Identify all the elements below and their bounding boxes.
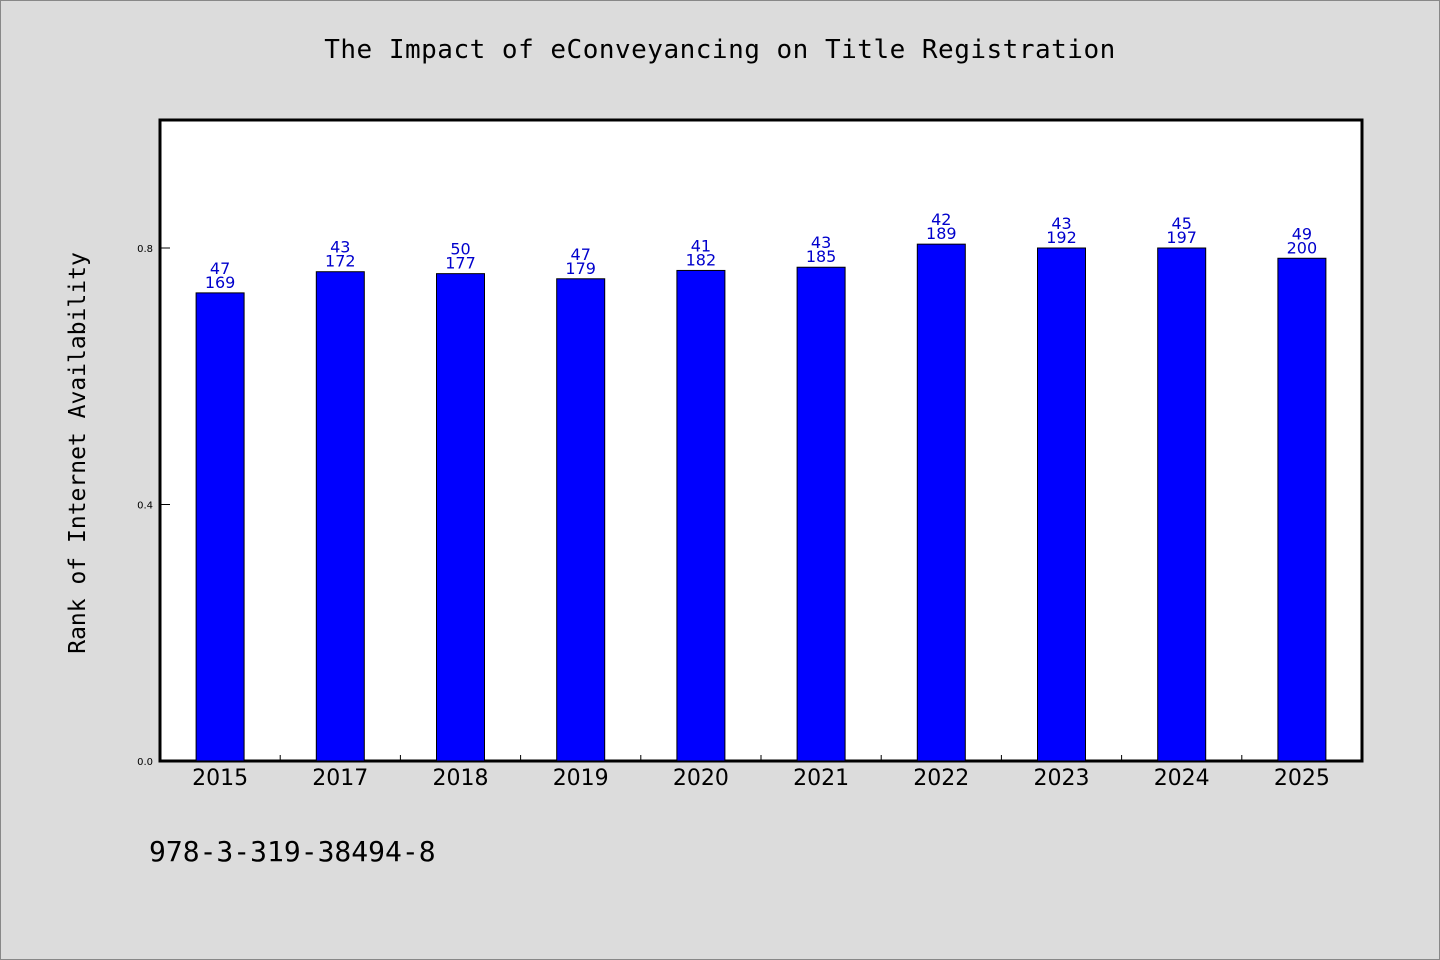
bar-2020 <box>676 269 726 762</box>
bar-label-top-2018: 50 <box>450 240 470 259</box>
bar-2022 <box>916 243 966 762</box>
y-axis-ticks: 0.0 0.4 0.8 <box>137 244 170 768</box>
bar-label-top-2015: 47 <box>210 259 230 278</box>
bar-label-top-2021: 43 <box>811 233 831 252</box>
bar-label-top-2020: 41 <box>691 236 711 255</box>
bar-2023 <box>1037 247 1086 762</box>
bar-label-bottom-2017: 172 <box>325 252 356 271</box>
bar-2015 <box>195 292 245 762</box>
bar-2025 <box>1277 257 1327 762</box>
x-tick-label-2021: 2021 <box>793 766 849 791</box>
x-tick-label-2018: 2018 <box>433 766 489 791</box>
bar-label-top-2025: 49 <box>1292 224 1312 243</box>
x-tick-label-2024: 2024 <box>1154 766 1210 791</box>
bar-label-bottom-2024: 197 <box>1166 228 1197 247</box>
bar-label-bottom-2022: 189 <box>926 224 957 243</box>
bar-label-bottom-2020: 182 <box>686 250 717 269</box>
x-tick-label-2023: 2023 <box>1034 766 1090 791</box>
bar-label-bottom-2019: 179 <box>565 259 596 278</box>
x-tick-label-2022: 2022 <box>913 766 969 791</box>
chart-title: The Impact of eConveyancing on Title Reg… <box>324 35 1116 65</box>
y-tick-label-0.8: 0.8 <box>137 244 153 255</box>
bar-label-top-2023: 43 <box>1051 214 1071 233</box>
x-tick-label-2015: 2015 <box>192 766 248 791</box>
bar-label-bottom-2025: 200 <box>1287 238 1318 257</box>
bar-label-bottom-2023: 192 <box>1046 228 1077 247</box>
bar-2017 <box>315 271 365 762</box>
bar-2018 <box>436 273 485 762</box>
bar-label-top-2024: 45 <box>1172 214 1192 233</box>
bar-label-top-2017: 43 <box>330 238 350 257</box>
bar-label-top-2022: 42 <box>931 210 951 229</box>
y-tick-label-0.4: 0.4 <box>137 501 153 512</box>
x-tick-label-2020: 2020 <box>673 766 729 791</box>
bar-label-top-2019: 47 <box>571 245 591 264</box>
bar-label-bottom-2021: 185 <box>806 247 837 266</box>
bar-label-bottom-2018: 177 <box>445 254 476 273</box>
bar-label-bottom-2015: 169 <box>205 273 236 292</box>
x-tick-label-2017: 2017 <box>312 766 368 791</box>
isbn-footnote: 978-3-319-38494-8 <box>149 835 436 868</box>
y-axis-label: Rank of Internet Availability <box>65 252 91 654</box>
x-tick-label-2019: 2019 <box>553 766 609 791</box>
x-axis-ticks: 2015 2017 2018 2019 2020 2021 2022 2023 2024 2025 <box>192 755 1330 791</box>
x-tick-label-2025: 2025 <box>1274 766 1330 791</box>
bar-2019 <box>556 278 606 762</box>
bar-2024 <box>1157 247 1207 762</box>
bar-2021 <box>796 266 846 762</box>
y-tick-label-0.0: 0.0 <box>137 757 153 768</box>
